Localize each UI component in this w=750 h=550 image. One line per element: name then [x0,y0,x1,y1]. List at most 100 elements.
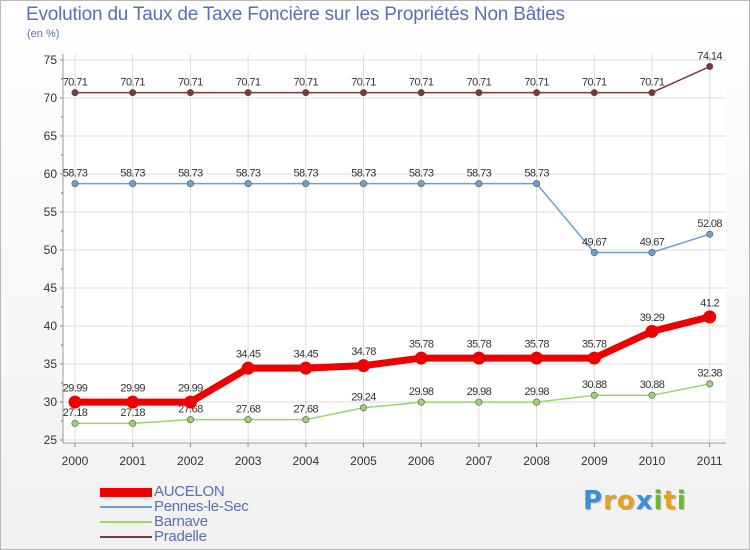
data-point-pennes-le-sec [533,180,541,188]
series-line-aucelon [75,313,711,406]
data-label-pennes-le-sec: 58.73 [409,167,434,179]
data-label-pennes-le-sec: 49.67 [582,236,607,248]
data-label-barnave: 29.98 [467,386,492,398]
data-label-pennes-le-sec: 52.08 [697,218,722,230]
data-point-barnave [244,416,252,424]
data-point-pradelle [590,89,598,97]
data-point-pennes-le-sec [129,180,137,188]
data-point-pennes-le-sec [417,180,425,188]
legend-swatch [100,488,152,497]
data-point-pradelle [648,89,656,97]
data-label-pennes-le-sec: 58.73 [63,167,88,179]
data-point-barnave [129,419,137,427]
data-label-barnave: 27.68 [236,403,261,415]
data-point-barnave [590,391,598,399]
data-label-aucelon: 35.78 [467,339,492,351]
data-label-pradelle: 74.14 [697,50,722,62]
x-tick-label: 2009 [581,454,608,468]
data-point-aucelon [299,361,313,375]
data-point-barnave [359,404,367,412]
data-point-pennes-le-sec [302,180,310,188]
data-label-pennes-le-sec: 58.73 [467,167,492,179]
data-label-pennes-le-sec: 58.73 [294,167,319,179]
x-tick-label: 2007 [466,454,493,468]
data-point-barnave [186,416,194,424]
data-point-pradelle [475,89,483,97]
legend-swatch [100,506,152,508]
data-label-pennes-le-sec: 58.73 [178,167,203,179]
data-label-pradelle: 70.71 [409,76,434,88]
x-tick-label: 2011 [697,454,723,468]
x-tick-label: 2002 [177,454,204,468]
data-point-pradelle [129,89,137,97]
data-label-aucelon: 35.78 [582,339,607,351]
data-point-pradelle [186,89,194,97]
plot-area [63,54,726,443]
logo-letter: i [676,486,687,516]
data-label-aucelon: 34.45 [236,349,261,361]
x-tick-label: 2001 [119,454,146,468]
legend-label: Barnave [154,513,208,530]
data-label-pradelle: 70.71 [524,76,549,88]
data-point-pradelle [706,63,714,71]
y-tick-label: 45 [44,281,58,295]
data-label-aucelon: 35.78 [524,339,549,351]
data-point-pradelle [533,89,541,97]
legend-label: Pradelle [154,528,207,545]
data-point-pradelle [359,89,367,97]
legend-label: Pennes-le-Sec [154,498,249,515]
y-tick-label: 55 [44,205,58,219]
data-point-pennes-le-sec [648,249,656,257]
data-label-pennes-le-sec: 58.73 [351,167,376,179]
series-line-pennes-le-sec [75,182,710,254]
data-label-pradelle: 70.71 [178,76,203,88]
x-tick-label: 2008 [523,454,550,468]
data-label-barnave: 27.68 [178,403,203,415]
y-tick-label: 35 [44,357,58,371]
data-point-barnave [706,380,714,388]
data-label-barnave: 27.68 [294,403,319,415]
data-point-aucelon [183,395,197,409]
y-tick-label: 25 [44,433,58,447]
data-point-aucelon [126,395,140,409]
data-point-aucelon [357,359,370,373]
y-tick-label: 40 [44,319,58,333]
data-point-barnave [71,419,79,427]
logo-letter: t [663,486,677,516]
data-point-aucelon [414,351,428,365]
x-tick-label: 2006 [408,454,435,468]
data-label-aucelon: 39.29 [640,312,665,324]
data-label-aucelon: 29.99 [63,383,88,395]
data-label-barnave: 29.98 [409,386,434,398]
data-label-barnave: 29.24 [351,392,376,404]
data-point-pennes-le-sec [359,180,367,188]
data-point-aucelon [587,351,601,365]
proxiti-logo: Proxiti [583,486,687,516]
logo-letter: i [653,486,664,516]
data-label-aucelon: 29.99 [120,383,145,395]
y-tick-label: 30 [44,395,58,409]
data-point-pennes-le-sec [71,180,79,188]
data-label-barnave: 27.18 [63,407,88,419]
chart-title: Evolution du Taux de Taxe Foncière sur l… [26,4,565,25]
y-tick-label: 50 [44,243,58,257]
data-label-barnave: 30.88 [640,379,665,391]
data-label-pennes-le-sec: 58.73 [120,167,145,179]
data-point-barnave [417,398,425,406]
data-label-pradelle: 70.71 [236,76,261,88]
data-point-pradelle [302,89,310,97]
data-label-pradelle: 70.71 [120,76,145,88]
data-point-aucelon [645,324,659,338]
data-point-barnave [533,398,541,406]
data-point-pennes-le-sec [590,249,598,257]
chart-unit: (en %) [27,28,60,40]
data-point-aucelon [703,310,717,324]
data-label-barnave: 27.18 [120,407,145,419]
data-label-pradelle: 70.71 [63,76,88,88]
data-label-barnave: 32.38 [697,368,722,380]
data-point-barnave [648,391,656,399]
series-line-barnave [75,383,710,425]
data-label-pennes-le-sec: 58.73 [524,167,549,179]
data-point-barnave [475,398,483,406]
